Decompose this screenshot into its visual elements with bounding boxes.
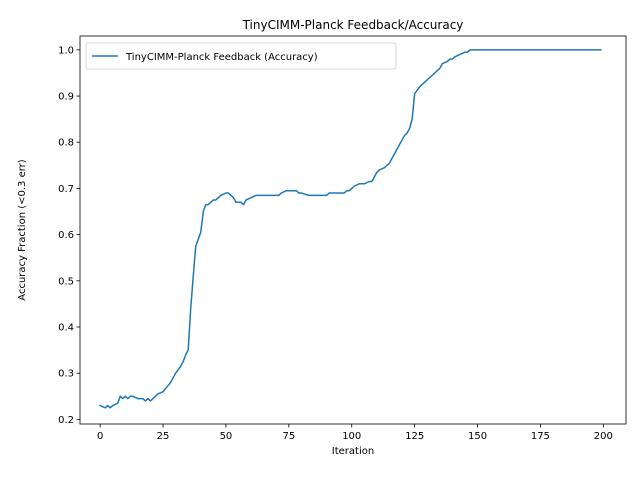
x-tick-label: 100 — [342, 431, 361, 442]
legend-box — [85, 42, 397, 70]
x-axis-ticks: 0 25 50 75 100 125 150 175 200 — [97, 424, 613, 442]
y-axis-ticks: 0.2 0.3 0.4 0.5 0.6 0.7 0.8 0.9 1.0 — [58, 45, 80, 426]
x-tick-label: 200 — [594, 431, 613, 442]
y-tick-label: 0.8 — [58, 138, 74, 149]
legend: TinyCIMM-Planck Feedback (Accuracy) — [85, 42, 397, 70]
x-tick-label: 175 — [531, 431, 550, 442]
x-tick-label: 25 — [157, 431, 170, 442]
y-tick-label: 0.7 — [58, 184, 74, 195]
x-tick-label: 150 — [468, 431, 487, 442]
x-tick-label: 125 — [405, 431, 424, 442]
legend-entry: TinyCIMM-Planck Feedback (Accuracy) — [125, 52, 318, 63]
y-tick-label: 0.5 — [58, 276, 74, 287]
series-layer — [99, 49, 602, 409]
x-tick-label: 0 — [97, 431, 103, 442]
y-tick-label: 1.0 — [58, 45, 74, 56]
x-tick-label: 75 — [282, 431, 295, 442]
y-tick-label: 0.9 — [58, 92, 74, 103]
x-tick-label: 50 — [220, 431, 233, 442]
chart-title: TinyCIMM-Planck Feedback/Accuracy — [242, 18, 464, 32]
y-tick-label: 0.2 — [58, 415, 74, 426]
x-axis-label: Iteration — [332, 446, 374, 457]
y-tick-label: 0.6 — [58, 230, 74, 241]
series-line-0 — [99, 49, 602, 409]
y-tick-label: 0.4 — [58, 323, 74, 334]
y-axis-label: Accuracy Fraction (<0.3 err) — [17, 159, 28, 300]
plot-frame — [79, 35, 627, 425]
y-tick-label: 0.3 — [58, 369, 74, 380]
plot-area — [80, 36, 626, 424]
